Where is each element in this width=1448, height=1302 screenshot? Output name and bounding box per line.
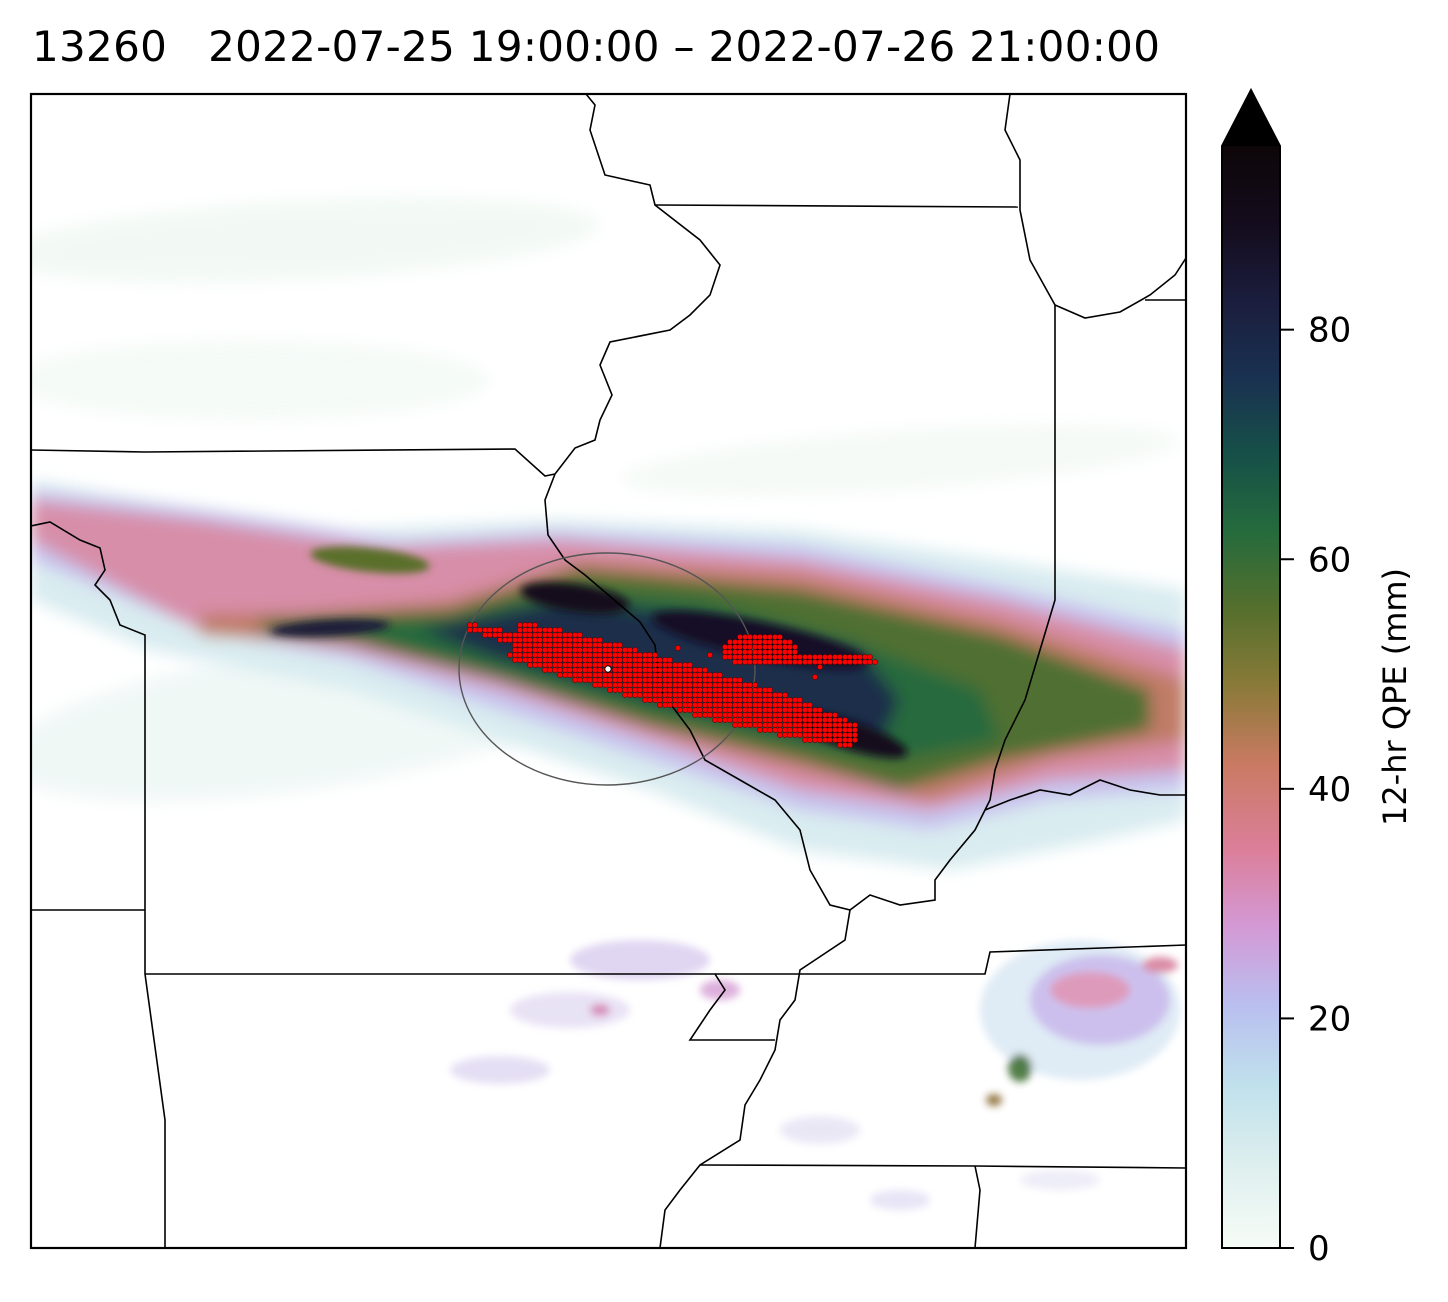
center-point-marker (604, 665, 612, 673)
colorbar-tick-label: 60 (1308, 540, 1351, 580)
exceedance-point (847, 742, 853, 748)
exceedance-point (812, 674, 818, 680)
title-id: 13260 (32, 22, 168, 71)
exceedance-point (817, 664, 823, 670)
title-end: 2022-07-26 21:00:00 (708, 22, 1161, 71)
exceedance-point (852, 737, 858, 743)
colorbar-gradient (1222, 146, 1280, 1248)
title-separator: – (673, 22, 695, 71)
colorbar-label: 12-hr QPE (mm) (1376, 568, 1414, 826)
colorbar-outline (1221, 87, 1281, 1249)
figure-title: 13260 2022-07-25 19:00:00 – 2022-07-26 2… (32, 22, 1160, 71)
title-start: 2022-07-25 19:00:00 (208, 22, 660, 71)
boundaries (31, 94, 1186, 1248)
colorbar-ticks: 0 20 40 60 80 (1280, 311, 1351, 1269)
colorbar-tick-label: 0 (1308, 1229, 1330, 1269)
exceedance-points (467, 622, 878, 748)
exceedance-point (675, 645, 681, 651)
colorbar-tick-label: 80 (1308, 311, 1351, 351)
colorbar-tick-label: 20 (1308, 999, 1351, 1039)
exceedance-point (707, 652, 713, 658)
colorbar-extend-arrow (1222, 90, 1280, 146)
colorbar-tick-label: 40 (1308, 770, 1351, 810)
exceedance-point (872, 659, 878, 665)
analysis-radius-circle (458, 552, 756, 786)
precip-field (31, 94, 1186, 1248)
map-frame (29, 92, 1188, 1250)
